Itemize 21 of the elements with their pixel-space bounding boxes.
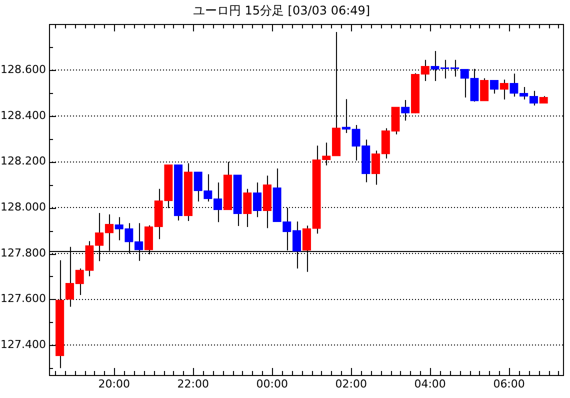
x-tick-label: 04:00 (414, 377, 446, 390)
x-tick-label: 20:00 (98, 377, 130, 390)
y-tick-label: 128.600 (0, 63, 46, 76)
y-tick-label: 128.200 (0, 154, 46, 168)
candlestick (194, 171, 202, 202)
x-tick-label: 22:00 (177, 377, 209, 390)
x-tick-label: 02:00 (335, 377, 367, 390)
x-tick-label: 06:00 (493, 377, 525, 390)
candlestick (480, 78, 489, 102)
candlestick (500, 79, 508, 100)
candlestick (243, 188, 252, 228)
candlestick (352, 124, 360, 162)
x-tick-label: 00:00 (256, 377, 288, 390)
chart-title: ユーロ円 15分足 [03/03 06:49] (192, 3, 370, 18)
candlestick (342, 98, 350, 134)
y-tick-label: 127.800 (0, 246, 46, 260)
y-tick-label: 127.400 (0, 338, 46, 352)
y-tick-label: 128.000 (0, 200, 46, 214)
y-tick-label: 127.600 (0, 292, 46, 306)
candlestick (114, 216, 124, 241)
y-tick-label: 128.400 (0, 108, 46, 122)
